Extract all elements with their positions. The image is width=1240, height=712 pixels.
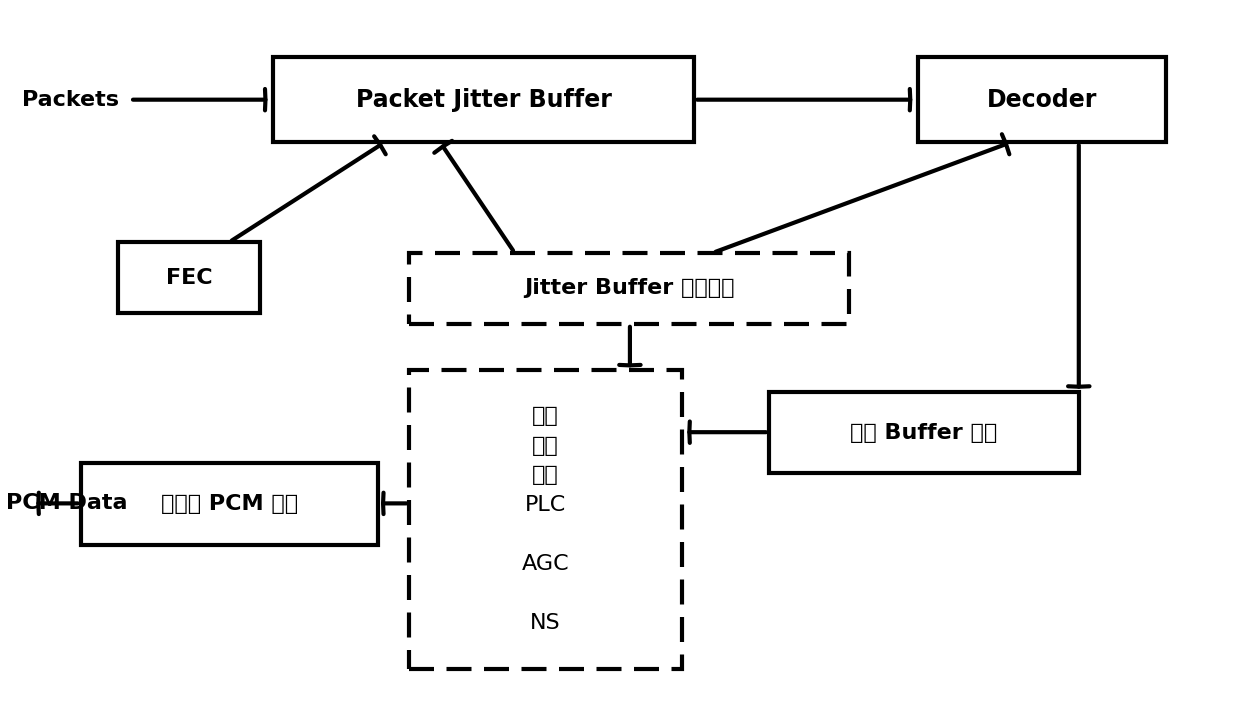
Bar [409,370,682,669]
Bar [918,57,1166,142]
Text: Packet Jitter Buffer: Packet Jitter Buffer [356,88,611,112]
Text: Jitter Buffer 控制单元: Jitter Buffer 控制单元 [525,278,734,298]
Text: 解码 Buffer 队列: 解码 Buffer 队列 [851,422,997,443]
Text: 待混音 PCM 缓存: 待混音 PCM 缓存 [161,493,298,514]
Text: PCM Data: PCM Data [6,493,128,513]
Text: FEC: FEC [166,268,212,288]
Bar [769,392,1079,473]
Bar [81,463,378,545]
Text: 加速
正常
慢速
PLC

AGC

NS: 加速 正常 慢速 PLC AGC NS [522,406,569,634]
Text: Packets: Packets [22,90,119,110]
Text: Decoder: Decoder [986,88,1097,112]
Bar [273,57,694,142]
Bar [409,253,849,324]
Bar [118,242,260,313]
